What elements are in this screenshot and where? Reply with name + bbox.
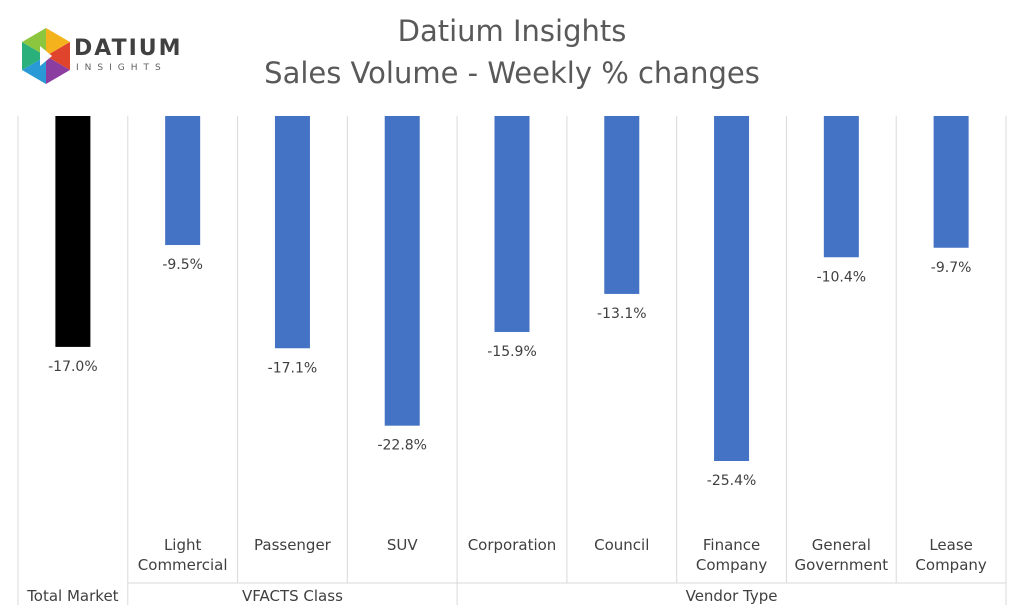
datium-logo: DATIUM INSIGHTS [18, 26, 181, 86]
chart-bars [55, 116, 969, 461]
category-label-1-line-0: Light [164, 536, 202, 554]
bar-7 [823, 116, 859, 258]
datium-logo-icon [22, 28, 70, 84]
group-label-1: VFACTS Class [242, 587, 343, 605]
category-label-8-line-0: Lease [929, 536, 973, 554]
bar-5 [604, 116, 640, 294]
group-label-2: Vendor Type [686, 587, 778, 605]
category-label-7-line-0: General [812, 536, 871, 554]
bar-8 [933, 116, 969, 248]
category-label-1-line-1: Commercial [138, 556, 228, 574]
data-label-3: -22.8% [377, 438, 427, 454]
data-label-2: -17.1% [268, 360, 318, 376]
group-label-0: Total Market [26, 587, 118, 605]
data-label-1: -9.5% [162, 257, 203, 273]
category-label-8-line-1: Company [915, 556, 986, 574]
category-label-3-line-0: SUV [387, 536, 419, 554]
category-label-5-line-0: Council [594, 536, 649, 554]
chart-gridlines [17, 116, 1007, 605]
category-label-6-line-1: Company [696, 556, 767, 574]
category-label-7-line-1: Government [795, 556, 889, 574]
category-label-2-line-0: Passenger [254, 536, 332, 554]
bar-1 [165, 116, 201, 246]
chart-labels: -17.0% -9.5% -17.1% -22.8% -15.9% -13.1% -25.4… [26, 257, 987, 605]
data-label-4: -15.9% [487, 344, 537, 360]
data-label-8: -9.7% [931, 260, 972, 276]
bar-6 [714, 116, 750, 461]
chart-title-line1: Datium Insights [397, 14, 627, 48]
chart-title-line2: Sales Volume - Weekly % changes [264, 56, 760, 90]
logo-subtitle: INSIGHTS [76, 63, 167, 73]
data-label-0: -17.0% [48, 359, 98, 375]
bar-3 [384, 116, 420, 426]
category-label-4-line-0: Corporation [468, 536, 557, 554]
logo-wordmark: DATIUM [74, 36, 183, 61]
data-label-6: -25.4% [707, 473, 757, 489]
bar-4 [494, 116, 530, 332]
data-label-7: -10.4% [817, 269, 867, 285]
bar-0 [55, 116, 91, 347]
category-label-6-line-0: Finance [703, 536, 760, 554]
data-label-5: -13.1% [597, 306, 647, 322]
bar-2 [274, 116, 310, 349]
